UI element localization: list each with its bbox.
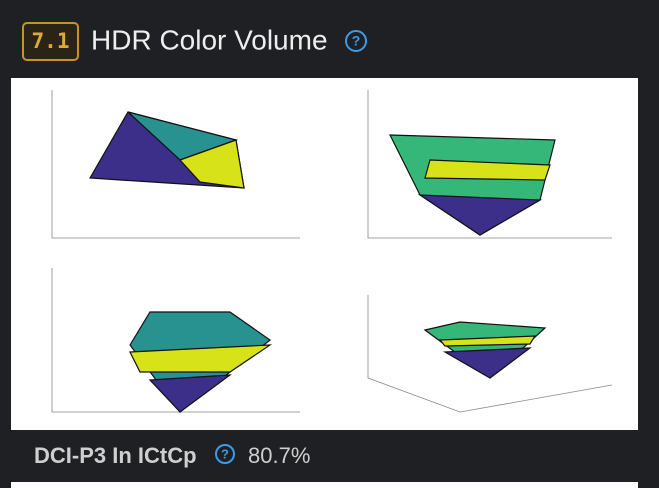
metric-value: 80.7% — [248, 443, 310, 468]
volume-shape — [424, 159, 551, 181]
volume-shape — [442, 347, 532, 379]
section-badge — [22, 22, 79, 61]
volume-shape — [129, 344, 273, 373]
volume-shape — [148, 374, 232, 413]
plot-shapes — [88, 111, 556, 413]
volume-shape — [438, 335, 537, 347]
volume-shape — [178, 139, 245, 189]
metric-label: DCI-P3 In ICtCp — [34, 443, 197, 468]
section-number: 7.1 — [32, 29, 70, 53]
help-icon[interactable]: ? — [215, 444, 235, 464]
volume-shape — [417, 194, 543, 236]
help-icon-glyph[interactable]: ? — [352, 33, 361, 49]
next-panel — [11, 482, 638, 488]
section-title: HDR Color Volume — [91, 24, 328, 55]
help-icon-glyph[interactable]: ? — [221, 446, 229, 461]
help-icon-ring[interactable] — [345, 30, 367, 52]
axis — [51, 90, 300, 239]
help-icon[interactable]: ? — [345, 30, 367, 52]
axis — [367, 90, 612, 239]
plot-axes — [51, 90, 613, 413]
axis — [367, 295, 613, 413]
color-volume-image — [11, 78, 638, 430]
help-icon-ring[interactable] — [215, 444, 235, 464]
axis — [51, 268, 300, 413]
